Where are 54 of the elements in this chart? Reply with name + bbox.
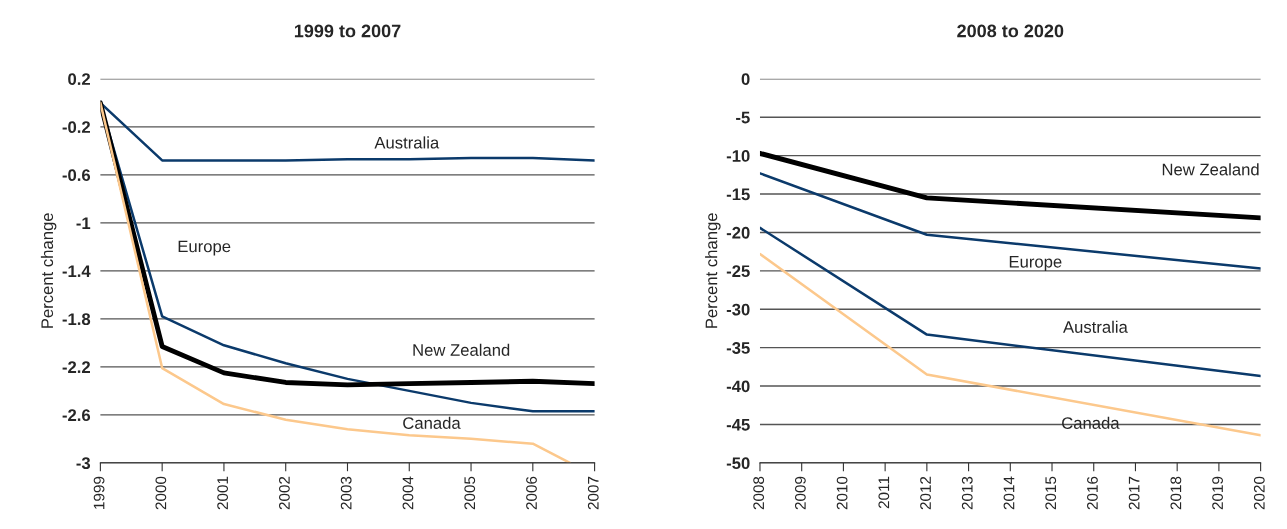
x-tick-label: 2008 — [753, 476, 765, 510]
x-tick-label: 2013 — [961, 476, 973, 510]
x-tick-label: 2005 — [464, 476, 476, 510]
x-tick-label: 2006 — [526, 476, 537, 510]
y-tick-label: -0.2 — [62, 121, 90, 134]
y-tick-label: -25 — [726, 265, 750, 278]
x-tick-label: 2020 — [1253, 476, 1265, 510]
series-label: Canada — [403, 416, 461, 429]
y-tick-label: -50 — [726, 457, 750, 470]
line-series — [100, 101, 572, 463]
y-axis-title: Percent change — [705, 213, 721, 328]
x-tick-label: 2001 — [217, 476, 229, 510]
text: New Zealand — [1162, 163, 1259, 176]
x-tick-label: 2010 — [836, 476, 848, 510]
y-tick-label: -35 — [726, 342, 750, 354]
x-tick-label: 2017 — [1128, 476, 1140, 510]
series-label: Europe — [178, 240, 231, 256]
series-label: Australia — [1063, 320, 1128, 333]
series-label: New Zealand — [413, 343, 510, 356]
y-tick-label: -10 — [726, 150, 750, 162]
y-tick-label: -30 — [726, 303, 750, 316]
y-tick-label: 0 — [741, 73, 750, 86]
x-tick-label: 2018 — [1170, 476, 1182, 510]
x-tick-label: 2015 — [1045, 476, 1057, 510]
x-tick-label: 2016 — [1087, 476, 1098, 510]
y-tick-label: -1.4 — [62, 265, 91, 277]
chart-title: 1999 to 2007 — [294, 24, 401, 38]
x-tick-label: 2004 — [402, 476, 414, 510]
y-tick-label: -20 — [726, 226, 750, 239]
y-tick-label: -5 — [736, 111, 750, 124]
x-tick-label: 2011 — [878, 476, 890, 509]
x-tick-label: 2014 — [1003, 476, 1015, 510]
series-label: Australia — [374, 136, 440, 149]
y-axis-title: Percent change — [40, 213, 57, 328]
y-tick-label: -15 — [726, 188, 750, 201]
y-tick-label: -2.6 — [62, 409, 91, 422]
y-tick-label: 0.2 — [68, 73, 90, 86]
x-tick-label: 2003 — [340, 476, 352, 510]
x-tick-label: 2000 — [155, 476, 167, 510]
x-tick-label: 2007 — [587, 476, 599, 510]
y-tick-label: -3 — [76, 457, 91, 470]
x-tick-label: 1999 — [93, 476, 105, 509]
chart-title: 2008 to 2020 — [957, 24, 1064, 38]
x-tick-label: 2019 — [1212, 476, 1223, 510]
x-tick-label: 2012 — [920, 476, 931, 510]
y-tick-label: -0.6 — [62, 169, 91, 182]
x-tick-label: 2009 — [794, 476, 806, 510]
x-tick-label: 2002 — [279, 476, 290, 510]
y-tick-label: -1.8 — [62, 313, 91, 326]
series-label: Europe — [1009, 256, 1062, 271]
y-tick-label: -40 — [726, 380, 750, 393]
y-tick-label: -2.2 — [62, 361, 90, 373]
y-tick-label: -1 — [76, 217, 91, 229]
y-tick-label: -45 — [726, 419, 750, 431]
